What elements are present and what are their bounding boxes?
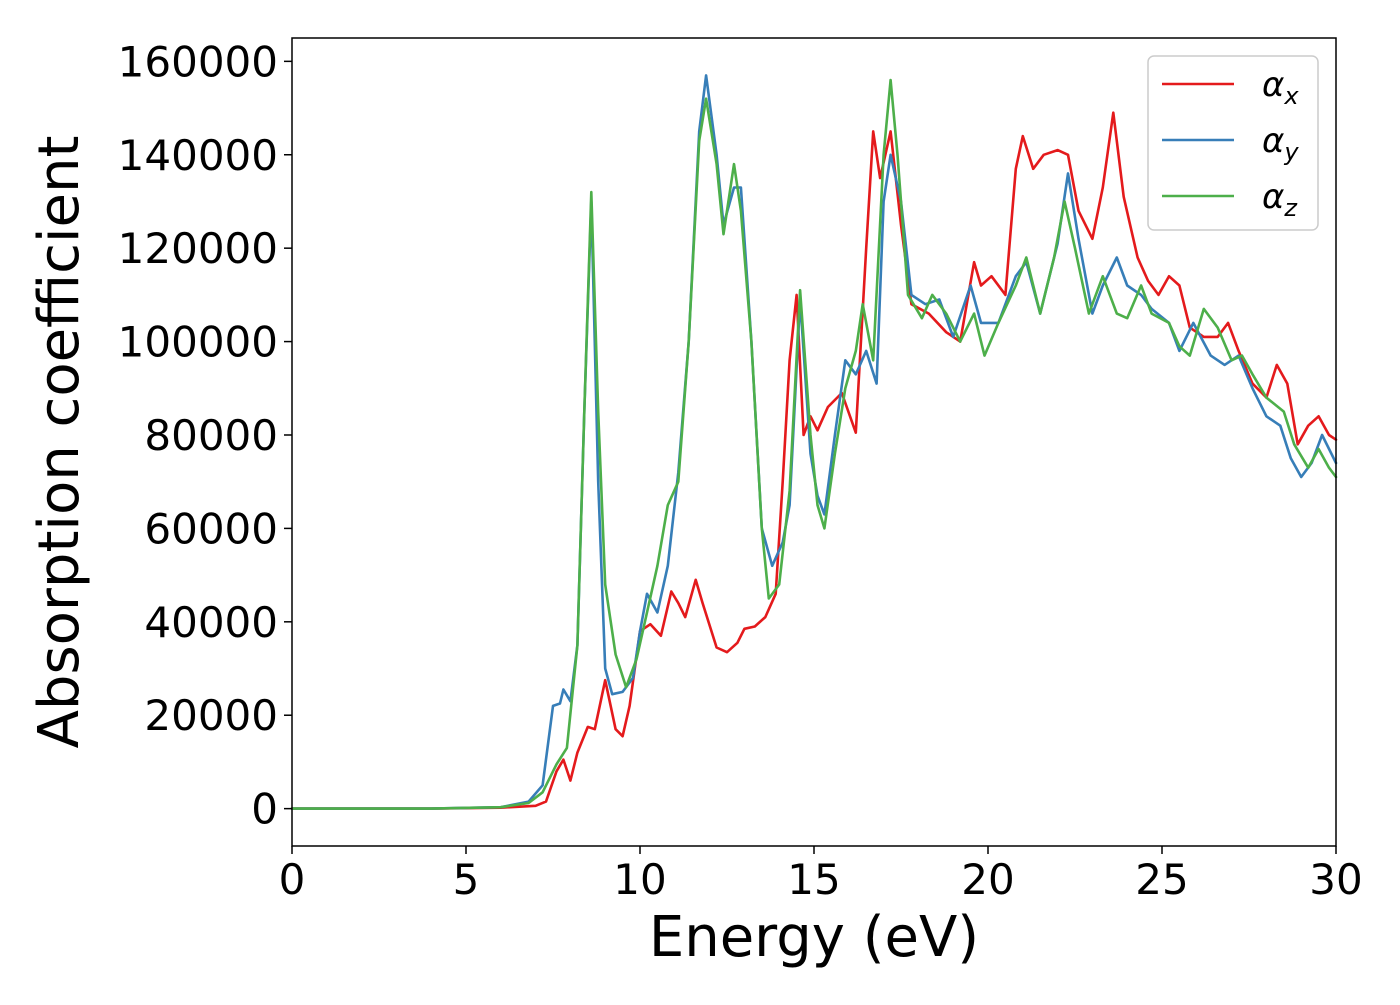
y-tick-label: 40000	[144, 598, 278, 647]
y-tick-label: 20000	[144, 691, 278, 740]
legend-frame	[1147, 55, 1319, 231]
y-axis-title: Absorption coefficient	[27, 136, 92, 749]
x-tick-label: 20	[961, 855, 1014, 904]
legend: αx αy αz	[1147, 55, 1319, 231]
series-line-x	[290, 111, 1338, 810]
y-tick-label: 100000	[118, 318, 278, 367]
y-tick-label: 120000	[118, 224, 278, 273]
x-tick-label: 5	[453, 855, 480, 904]
legend-label-y: αy	[1262, 121, 1299, 166]
y-axis-ticks: 0 20000 40000 60000 80000 100000 120000 140000 1…	[118, 37, 292, 834]
legend-label-z: αz	[1262, 177, 1298, 222]
y-tick-label: 80000	[144, 411, 278, 460]
series-layer	[290, 74, 1338, 810]
y-tick-label: 160000	[118, 37, 278, 86]
x-tick-label: 25	[1135, 855, 1188, 904]
series-line-z	[290, 78, 1338, 810]
x-axis-ticks: 0 5 10 15 20 25 30	[279, 846, 1363, 904]
x-tick-label: 15	[787, 855, 840, 904]
x-tick-label: 10	[613, 855, 666, 904]
x-tick-label: 0	[279, 855, 306, 904]
y-tick-label: 60000	[144, 504, 278, 553]
x-tick-label: 30	[1309, 855, 1362, 904]
y-tick-label: 0	[251, 785, 278, 834]
y-tick-label: 140000	[118, 131, 278, 180]
x-axis-title: Energy (eV)	[649, 905, 979, 970]
legend-label-x: αx	[1262, 65, 1299, 110]
